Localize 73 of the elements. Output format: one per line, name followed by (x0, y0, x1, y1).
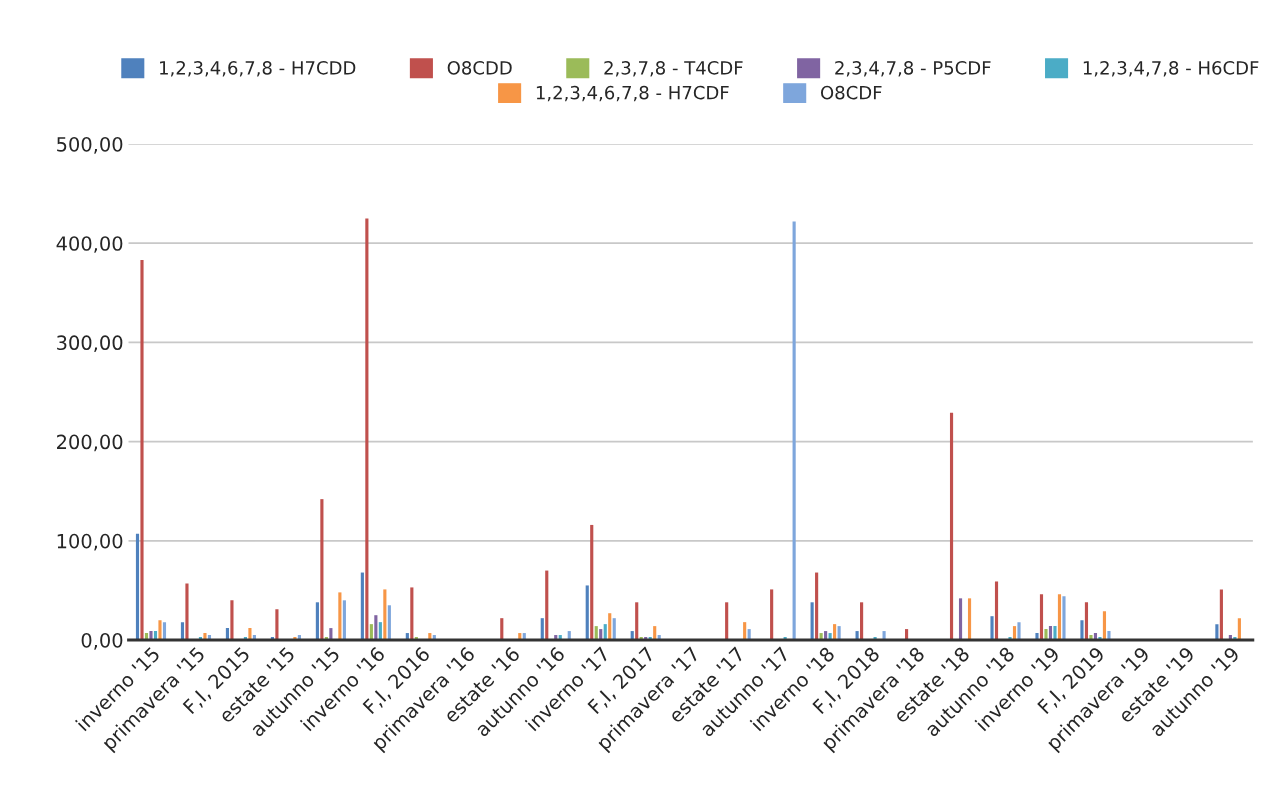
bar (1017, 622, 1021, 640)
bar (540, 618, 544, 640)
bar (315, 602, 319, 640)
bar (1102, 611, 1107, 640)
bar (1084, 602, 1089, 640)
bar (338, 592, 342, 640)
bar (320, 499, 324, 640)
legend-label: 1,2,3,4,6,7,8 - H7CDF (536, 85, 729, 102)
bar (990, 616, 994, 640)
bar (585, 585, 589, 640)
bar (410, 587, 414, 640)
bar (162, 622, 167, 640)
bar (1035, 633, 1039, 640)
bar (1044, 629, 1048, 640)
bar (1219, 589, 1223, 640)
legend-label: 1,2,3,4,6,7,8 - H7CDD (160, 60, 356, 77)
bar (612, 618, 616, 640)
legend-label: 2,3,7,8 - T4CDF (604, 60, 743, 77)
bar (365, 218, 369, 640)
bar (860, 602, 864, 640)
bar (810, 602, 814, 640)
bar (743, 622, 747, 640)
bar (545, 570, 549, 640)
bar (378, 622, 382, 640)
bar (1053, 626, 1057, 640)
bar (967, 598, 972, 640)
bar (387, 605, 391, 640)
bar (994, 581, 999, 640)
legend-label: O8CDF (821, 85, 882, 100)
bar (185, 583, 189, 640)
bar (230, 600, 234, 640)
bar (374, 615, 378, 640)
bar (1089, 635, 1093, 640)
bar (158, 620, 162, 640)
bar (342, 600, 346, 640)
bar (792, 221, 796, 640)
bar (949, 412, 954, 640)
bar (608, 613, 612, 640)
y-tick-label: 100,00 (57, 533, 123, 551)
y-tick-label: 0,00 (81, 632, 123, 650)
y-tick-label: 300,00 (57, 335, 123, 353)
legend-label: O8CDD (447, 60, 512, 75)
bar (275, 609, 279, 640)
bar (360, 572, 364, 640)
bar (180, 622, 185, 640)
bar (369, 624, 373, 640)
bar (1237, 618, 1241, 640)
bar (590, 524, 594, 640)
bar (1039, 594, 1044, 640)
legend-label: 2,3,4,7,8 - P5CDF (835, 60, 991, 77)
bar (770, 589, 774, 640)
bar (140, 260, 144, 640)
bar (248, 628, 252, 640)
bar (635, 602, 639, 640)
bar (500, 618, 504, 640)
bar (383, 589, 387, 640)
bar (149, 631, 153, 640)
bar (135, 533, 140, 640)
bar (1107, 631, 1111, 640)
bar (203, 633, 207, 640)
bar (1080, 620, 1084, 640)
bar (603, 624, 607, 640)
bar (1057, 594, 1062, 640)
bar (833, 624, 837, 640)
bar (815, 572, 819, 640)
legend-label: 1,2,3,4,7,8 - H6CDF (1083, 60, 1259, 77)
y-tick-label: 200,00 (57, 434, 123, 452)
bar (725, 602, 729, 640)
y-tick-label: 400,00 (56, 236, 123, 253)
y-tick-label: 500,00 (57, 136, 123, 154)
bar (1062, 596, 1066, 640)
bar (1215, 624, 1219, 640)
bar (958, 598, 963, 640)
